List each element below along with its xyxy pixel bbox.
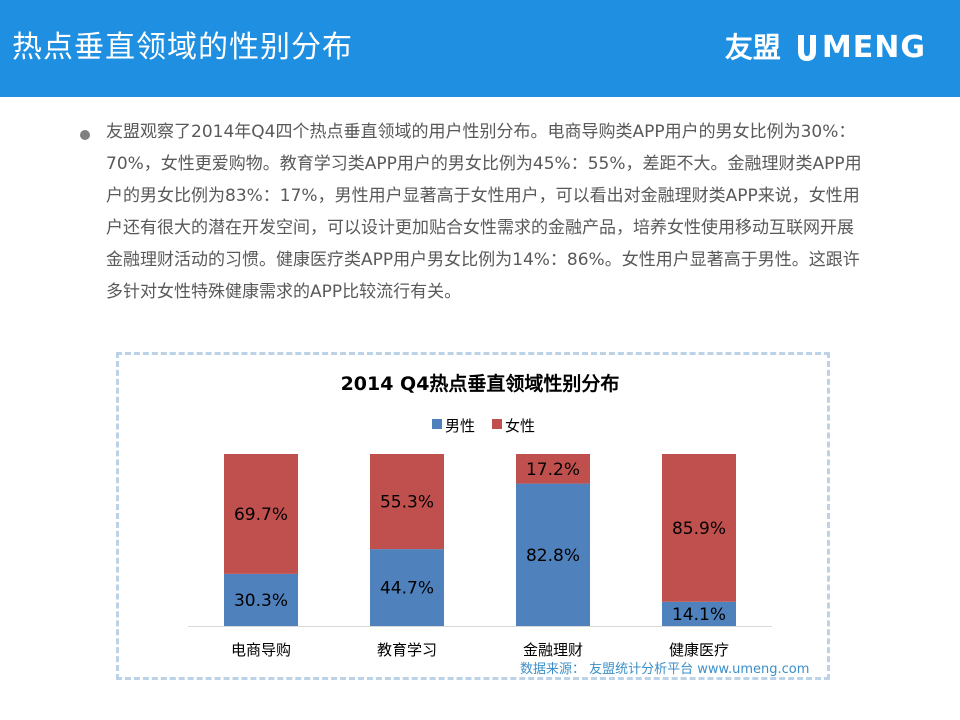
data-label-male-4: 14.1% — [672, 605, 726, 625]
bar-female-2 — [370, 454, 444, 550]
data-label-male-2: 44.7% — [380, 579, 434, 599]
x-tick-label-1: 电商导购 — [231, 641, 291, 659]
x-tick-label-4: 健康医疗 — [669, 641, 729, 659]
bar-female-3 — [516, 454, 590, 484]
data-label-male-3: 82.8% — [526, 546, 580, 566]
umeng-u-icon — [797, 35, 816, 61]
legend-swatch-female — [492, 419, 502, 429]
chart-frame — [116, 352, 830, 680]
x-tick-label-2: 教育学习 — [377, 641, 437, 659]
header-bar: 热点垂直领域的性别分布 友盟 MENG — [0, 0, 960, 97]
chart-title: 2014 Q4热点垂直领域性别分布 — [341, 372, 620, 395]
data-label-female-4: 85.9% — [672, 519, 726, 539]
bar-male-2 — [370, 549, 444, 626]
data-label-male-1: 30.3% — [234, 591, 288, 611]
data-label-female-3: 17.2% — [526, 460, 580, 480]
bar-male-1 — [224, 573, 298, 626]
bar-female-4 — [662, 454, 736, 602]
bar-male-4 — [662, 601, 736, 626]
bullet-dot — [80, 130, 90, 140]
legend-label-male: 男性 — [445, 417, 475, 435]
umeng-logo: 友盟 MENG — [725, 30, 926, 66]
logo-en-text: MENG — [821, 30, 926, 65]
data-label-female-1: 69.7% — [234, 505, 288, 525]
chart-source: 数据来源： 友盟统计分析平台 www.umeng.com — [520, 661, 809, 677]
page-title: 热点垂直领域的性别分布 — [12, 30, 353, 65]
legend-swatch-male — [432, 419, 442, 429]
data-label-female-2: 55.3% — [380, 493, 434, 513]
logo-cn-text: 友盟 — [724, 31, 781, 64]
bar-female-1 — [224, 454, 298, 574]
x-tick-label-3: 金融理财 — [523, 641, 583, 659]
legend-label-female: 女性 — [505, 417, 535, 435]
bar-male-3 — [516, 483, 590, 626]
description-paragraph: 友盟观察了2014年Q4四个热点垂直领域的用户性别分布。电商导购类APP用户的男… — [106, 122, 862, 302]
